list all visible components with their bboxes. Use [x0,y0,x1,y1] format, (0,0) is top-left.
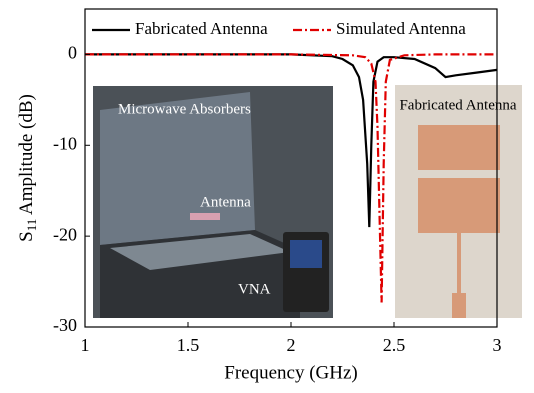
y-label-text: Amplitude (dB) [16,94,37,219]
y-axis-label: S11 Amplitude (dB) [16,94,39,242]
y-label-subscript: 11 [24,219,39,232]
photo-setup: Microwave Absorbers Antenna VNA [93,86,333,318]
y-label-symbol: S [16,231,37,242]
legend-label: Fabricated Antenna [135,19,268,38]
antenna-patch [418,178,500,233]
annotation: Microwave Absorbers [118,101,251,117]
x-tick-label: 1 [81,335,90,355]
y-tick-label: 0 [68,43,77,63]
annotation: VNA [238,281,271,297]
vna-screen [290,240,322,268]
chart: Microwave Absorbers Antenna VNA Fabricat… [0,0,534,388]
x-tick-label: 1.5 [177,335,200,355]
y-tick-label: -20 [53,224,77,244]
y-tick-label: -10 [53,133,77,153]
x-tick-label: 3 [493,335,502,355]
legend-label: Simulated Antenna [336,19,466,38]
annotation: Antenna [200,194,251,210]
antenna-feed [452,293,466,318]
annotation: Fabricated Antenna [399,97,516,113]
x-tick-label: 2 [287,335,296,355]
antenna-feed [457,233,461,293]
y-tick-label: -30 [53,315,77,335]
photo-antenna: Fabricated Antenna [395,85,522,318]
antenna-photo [190,213,220,220]
x-tick-label: 2.5 [383,335,406,355]
antenna-patch [418,125,500,170]
x-axis-label: Frequency (GHz) [224,362,357,383]
